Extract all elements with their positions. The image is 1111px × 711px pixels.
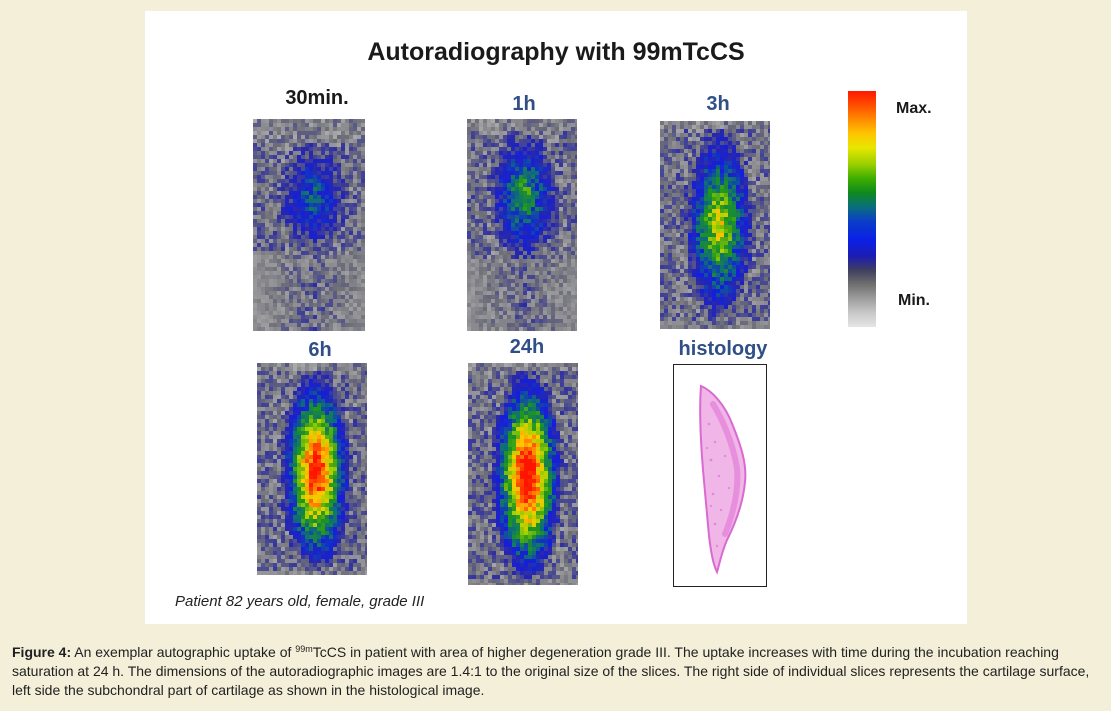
label-1h: 1h (512, 93, 536, 115)
autoradiograph-6h (257, 363, 367, 575)
caption-isotope-superscript: 99m (295, 644, 313, 654)
label-30min: 30min. (285, 87, 349, 109)
label-histology: histology (678, 338, 768, 360)
figure-caption: Figure 4: An exemplar autographic uptake… (12, 643, 1102, 700)
patient-note: Patient 82 years old, female, grade III (175, 593, 425, 610)
label-3h: 3h (706, 93, 730, 115)
autoradiograph-24h (468, 363, 578, 585)
colorbar (848, 91, 876, 327)
autoradiograph-3h (660, 121, 770, 329)
caption-text-before: An exemplar autographic uptake of (71, 644, 296, 660)
label-6h: 6h (308, 339, 332, 361)
label-24h: 24h (509, 336, 545, 358)
caption-label: Figure 4: (12, 644, 72, 660)
autoradiograph-1h (467, 119, 577, 331)
figure-panel: Autoradiography with 99mTcCS 30min. 1h 3… (145, 11, 967, 624)
autoradiograph-30min (253, 119, 365, 331)
colorbar-max-label: Max. (896, 100, 932, 117)
figure-title: Autoradiography with 99mTcCS (367, 38, 745, 66)
colorbar-min-label: Min. (898, 292, 930, 309)
histology-image (673, 364, 767, 587)
caption-text-after: TcCS in patient with area of higher dege… (12, 644, 1090, 698)
